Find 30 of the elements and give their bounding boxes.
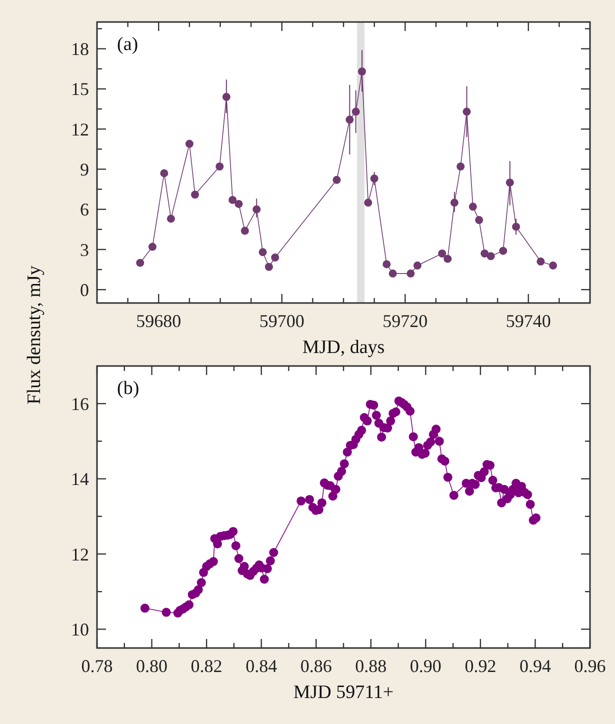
x-tick-label: 0.80 bbox=[136, 656, 168, 676]
y-tick-label: 3 bbox=[80, 240, 89, 260]
x-tick-label: 0.88 bbox=[355, 656, 387, 676]
x-tick-label: 0.82 bbox=[190, 656, 222, 676]
x-tick-label: 0.86 bbox=[300, 656, 332, 676]
x-tick-label: 0.92 bbox=[464, 656, 496, 676]
x-tick-label: 0.84 bbox=[246, 656, 278, 676]
x-tick-label: 0.90 bbox=[410, 656, 442, 676]
x-tick-label: 0.94 bbox=[519, 656, 551, 676]
x-tick-label: 59700 bbox=[259, 311, 304, 331]
y-tick-label: 12 bbox=[71, 119, 89, 140]
x-axis-title: MJD 59711+ bbox=[293, 682, 394, 703]
x-tick-label: 0.96 bbox=[574, 656, 606, 676]
y-tick-label: 14 bbox=[71, 469, 89, 490]
x-tick-label: 59680 bbox=[136, 311, 182, 331]
y-tick-label: 0 bbox=[80, 280, 89, 300]
x-tick-label: 59740 bbox=[506, 311, 551, 331]
y-tick-label: 16 bbox=[71, 394, 89, 414]
y-tick-label: 18 bbox=[71, 39, 89, 60]
y-tick-label: 6 bbox=[80, 200, 89, 220]
y-tick-label: 15 bbox=[71, 79, 89, 100]
y-axis-title: Flux densuty, mJy bbox=[24, 265, 45, 404]
y-tick-label: 10 bbox=[71, 620, 89, 640]
y-tick-label: 9 bbox=[80, 159, 89, 180]
y-tick-label: 12 bbox=[71, 544, 89, 564]
x-tick-label: 59720 bbox=[382, 311, 428, 331]
x-axis-title: MJD, days bbox=[302, 337, 385, 358]
text: (b) bbox=[117, 378, 140, 399]
x-tick-label: 0.78 bbox=[81, 656, 113, 676]
text: (a) bbox=[117, 34, 138, 55]
